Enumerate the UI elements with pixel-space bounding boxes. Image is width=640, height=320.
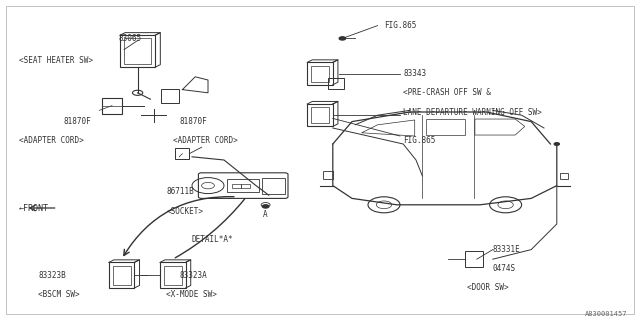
Bar [175, 148, 189, 159]
Text: ←FRONT: ←FRONT [19, 204, 49, 212]
Text: 83323B: 83323B [38, 271, 66, 280]
Bar [262, 178, 285, 194]
Text: FIG.865: FIG.865 [384, 21, 417, 30]
Bar [232, 184, 241, 188]
Text: <DOOR SW>: <DOOR SW> [467, 284, 509, 292]
Text: <ADAPTER CORD>: <ADAPTER CORD> [173, 136, 237, 145]
Bar [241, 184, 250, 188]
Circle shape [554, 143, 559, 145]
Text: A: A [263, 210, 268, 219]
Bar [109, 262, 134, 288]
Text: 81870F: 81870F [179, 117, 207, 126]
Bar [161, 89, 179, 103]
Text: 0474S: 0474S [493, 264, 516, 273]
Bar [160, 262, 186, 288]
Bar [465, 251, 483, 267]
Text: 81870F: 81870F [64, 117, 92, 126]
Text: A830001457: A830001457 [585, 311, 627, 317]
Text: <PRE-CRASH OFF SW &: <PRE-CRASH OFF SW & [403, 88, 491, 97]
Bar [120, 35, 155, 67]
Bar [311, 107, 329, 123]
Text: 86711B: 86711B [166, 188, 194, 196]
Text: 83323A: 83323A [179, 271, 207, 280]
Bar [102, 98, 122, 114]
Text: 83065: 83065 [118, 34, 141, 43]
Text: DETAIL*A*: DETAIL*A* [192, 236, 234, 244]
Text: FIG.865: FIG.865 [403, 136, 436, 145]
Bar [307, 104, 333, 126]
Text: <SOCKET>: <SOCKET> [166, 207, 204, 216]
Text: <BSCM SW>: <BSCM SW> [38, 290, 80, 299]
Bar [311, 66, 329, 82]
Circle shape [339, 37, 346, 40]
Text: 83331E: 83331E [493, 245, 520, 254]
Bar [328, 78, 344, 89]
Bar [124, 38, 151, 64]
Bar [323, 171, 333, 179]
Text: <ADAPTER CORD>: <ADAPTER CORD> [19, 136, 84, 145]
Bar [113, 266, 131, 285]
Bar [227, 179, 259, 192]
Circle shape [262, 205, 269, 208]
Text: <SEAT HEATER SW>: <SEAT HEATER SW> [19, 56, 93, 65]
Bar [307, 62, 333, 85]
Text: <X-MODE SW>: <X-MODE SW> [166, 290, 217, 299]
Text: LANE DEPARTURE WARNING OFF SW>: LANE DEPARTURE WARNING OFF SW> [403, 108, 542, 116]
Bar [164, 266, 182, 285]
Text: 83343: 83343 [403, 69, 426, 78]
Bar [560, 173, 568, 179]
